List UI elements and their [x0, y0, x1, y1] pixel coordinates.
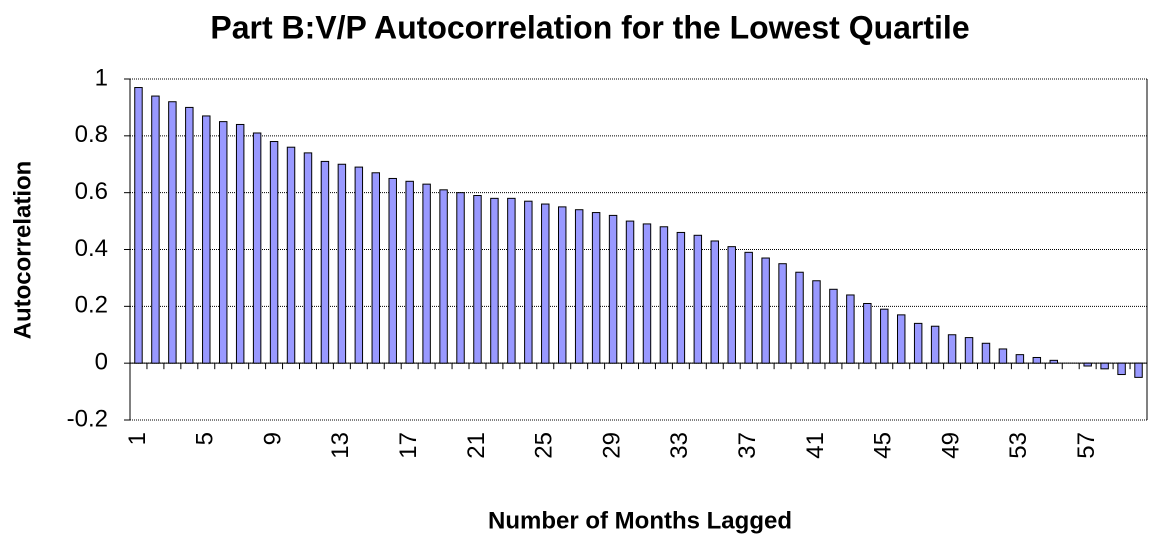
- y-tick-label: -0.2: [67, 405, 108, 432]
- x-tick-label: 17: [395, 432, 422, 459]
- bar: [863, 302, 872, 364]
- bar: [761, 257, 770, 364]
- x-tick-label: 29: [598, 432, 625, 459]
- bar: [778, 263, 787, 364]
- bar: [693, 234, 703, 364]
- bar: [235, 123, 245, 364]
- y-tick-label: 1: [95, 64, 108, 91]
- y-tick-label: 0: [95, 349, 108, 376]
- bar: [1015, 354, 1025, 364]
- bar: [574, 209, 584, 364]
- x-tick-label: 21: [463, 432, 490, 459]
- y-tick-label: 0.2: [75, 292, 108, 319]
- bar: [371, 172, 381, 364]
- bar: [490, 197, 499, 364]
- x-tick-label: 57: [1073, 432, 1100, 459]
- bar: [1100, 362, 1109, 370]
- bar: [947, 334, 957, 364]
- bar: [286, 146, 296, 364]
- bar: [151, 95, 160, 364]
- bar: [930, 325, 940, 364]
- x-tick-label: 41: [802, 432, 829, 459]
- bar: [405, 180, 414, 364]
- bar: [880, 308, 889, 364]
- bar: [320, 160, 330, 364]
- x-tick-label: 53: [1005, 432, 1032, 459]
- bar: [625, 220, 635, 364]
- x-tick-label: 5: [192, 432, 219, 445]
- bar: [541, 203, 550, 364]
- bar: [642, 223, 652, 364]
- x-tick-label: 9: [259, 432, 286, 445]
- bar: [202, 115, 211, 364]
- bar: [829, 288, 838, 364]
- bar: [659, 226, 669, 364]
- y-tick-label: 0.4: [75, 235, 108, 262]
- bar: [608, 214, 618, 364]
- bar: [1083, 362, 1092, 367]
- bar: [269, 141, 279, 364]
- bar: [727, 246, 736, 364]
- bar: [998, 348, 1008, 364]
- y-tick-label: 0.8: [75, 121, 108, 148]
- bar: [795, 271, 804, 364]
- bar: [337, 163, 347, 364]
- bar: [218, 121, 228, 364]
- x-tick-label: 33: [666, 432, 693, 459]
- bar: [456, 192, 465, 364]
- bar: [846, 294, 855, 364]
- bar: [473, 195, 482, 364]
- bar: [557, 206, 567, 364]
- bar: [524, 200, 533, 364]
- y-tick-label: 0.6: [75, 178, 108, 205]
- bar: [354, 166, 364, 364]
- x-axis-label: Number of Months Lagged: [488, 507, 792, 534]
- x-tick-label: 37: [734, 432, 761, 459]
- bar: [388, 177, 397, 364]
- bar: [507, 197, 516, 364]
- bar: [676, 231, 686, 364]
- bar: [185, 106, 194, 364]
- bar: [422, 183, 431, 364]
- bar: [591, 212, 601, 364]
- x-tick-label: 13: [327, 432, 354, 459]
- bar: [812, 280, 821, 364]
- x-tick-label: 49: [937, 432, 964, 459]
- x-tick-label: 25: [531, 432, 558, 459]
- bar: [252, 132, 262, 364]
- bar: [168, 101, 177, 364]
- bar: [913, 322, 923, 364]
- x-tick-label: 1: [124, 432, 151, 445]
- bar: [134, 87, 143, 364]
- bar: [981, 342, 991, 364]
- x-tick-label: 45: [870, 432, 897, 459]
- bar: [1117, 362, 1126, 376]
- bar: [303, 152, 313, 364]
- bar: [439, 189, 448, 364]
- bar: [964, 337, 974, 364]
- y-axis-label: Autocorrelation: [9, 161, 36, 340]
- chart-title: Part B:V/P Autocorrelation for the Lowes…: [210, 9, 969, 45]
- bar: [1049, 359, 1059, 364]
- bar: [896, 314, 906, 364]
- bar: [1134, 362, 1143, 378]
- bar: [1032, 356, 1042, 364]
- bar: [744, 251, 753, 364]
- bar: [710, 240, 720, 364]
